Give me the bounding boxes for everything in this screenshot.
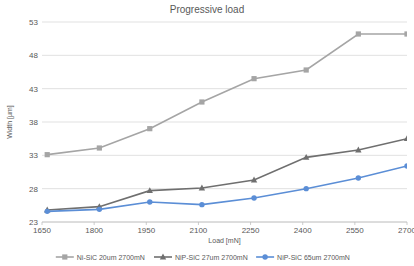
data-point	[97, 207, 102, 212]
y-tick-label: 48	[29, 51, 38, 60]
grid-line	[42, 222, 407, 223]
data-point	[147, 187, 153, 193]
grid-line	[42, 88, 407, 89]
y-tick-label: 33	[29, 151, 38, 160]
grid-line	[42, 55, 407, 56]
data-point	[404, 163, 407, 168]
grid-line	[42, 155, 407, 156]
legend: Ni-SiC 20um 2700mN NiP-SiC 27um 2700mN NiP…	[56, 254, 350, 261]
x-tick-label: 2100	[190, 226, 208, 235]
x-tick	[198, 222, 199, 225]
grid-line	[42, 188, 407, 189]
y-tick-label: 43	[29, 85, 38, 94]
x-tick-label: 1650	[33, 226, 51, 235]
x-tick-label: 1950	[137, 226, 155, 235]
x-tick-label: 1800	[85, 226, 103, 235]
data-point	[303, 186, 308, 191]
x-tick	[94, 222, 95, 225]
x-tick-label: 2550	[346, 226, 364, 235]
x-tick	[42, 222, 43, 225]
data-point	[147, 126, 152, 131]
plot-area	[44, 31, 407, 214]
series-line	[47, 166, 407, 211]
background	[0, 0, 414, 266]
data-point	[355, 147, 361, 153]
data-point	[97, 145, 102, 150]
series-line	[47, 34, 407, 155]
data-point	[404, 31, 407, 36]
data-point	[251, 195, 256, 200]
grid-line	[42, 22, 407, 23]
x-tick	[250, 222, 251, 225]
data-point	[45, 209, 50, 214]
grid-line	[42, 122, 407, 123]
data-point	[251, 76, 256, 81]
data-point	[303, 154, 309, 160]
x-tick	[407, 222, 408, 225]
legend-label: Ni-SiC 20um 2700mN	[77, 254, 145, 261]
x-tick	[354, 222, 355, 225]
data-point	[45, 152, 50, 157]
x-tick	[146, 222, 147, 225]
series-line	[47, 139, 407, 210]
legend-marker	[262, 254, 267, 259]
x-tick-label: 2250	[242, 226, 260, 235]
legend-marker	[160, 254, 166, 260]
chart: Progressive load232833384348531650180019…	[0, 0, 414, 266]
x-tick-label: 2400	[294, 226, 312, 235]
data-point	[199, 185, 205, 191]
legend-label: NiP-SiC 27um 2700mN	[175, 254, 248, 261]
data-point	[356, 175, 361, 180]
data-point	[199, 202, 204, 207]
y-axis-label: Width [µm]	[6, 105, 14, 139]
data-point	[147, 199, 152, 204]
data-point	[356, 31, 361, 36]
x-axis-label: Load [mN]	[208, 237, 240, 245]
legend-label: NiP-SiC 65um 2700mN	[277, 254, 350, 261]
y-tick-label: 53	[29, 18, 38, 27]
y-tick-label: 28	[29, 185, 38, 194]
y-tick-label: 38	[29, 118, 38, 127]
legend-marker	[62, 254, 67, 259]
x-tick-label: 2700	[398, 226, 414, 235]
x-axis-line	[42, 222, 407, 223]
data-point	[251, 177, 257, 183]
data-point	[199, 99, 204, 104]
data-point	[404, 135, 407, 141]
x-tick	[302, 222, 303, 225]
title: Progressive load	[170, 4, 244, 15]
data-point	[304, 67, 309, 72]
